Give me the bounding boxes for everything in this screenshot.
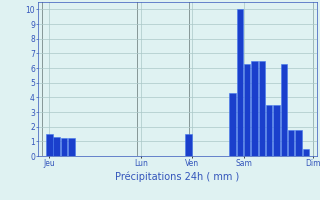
- Bar: [53, 137, 60, 156]
- Bar: [259, 61, 265, 156]
- Bar: [281, 64, 287, 156]
- Bar: [68, 138, 75, 156]
- Bar: [244, 64, 251, 156]
- Bar: [302, 149, 309, 156]
- Bar: [266, 105, 272, 156]
- Bar: [61, 138, 67, 156]
- Bar: [251, 61, 258, 156]
- Bar: [185, 134, 192, 156]
- Bar: [236, 9, 243, 156]
- Bar: [295, 130, 302, 156]
- Bar: [273, 105, 280, 156]
- Bar: [229, 93, 236, 156]
- Bar: [46, 134, 53, 156]
- Bar: [288, 130, 294, 156]
- X-axis label: Précipitations 24h ( mm ): Précipitations 24h ( mm ): [116, 171, 240, 182]
